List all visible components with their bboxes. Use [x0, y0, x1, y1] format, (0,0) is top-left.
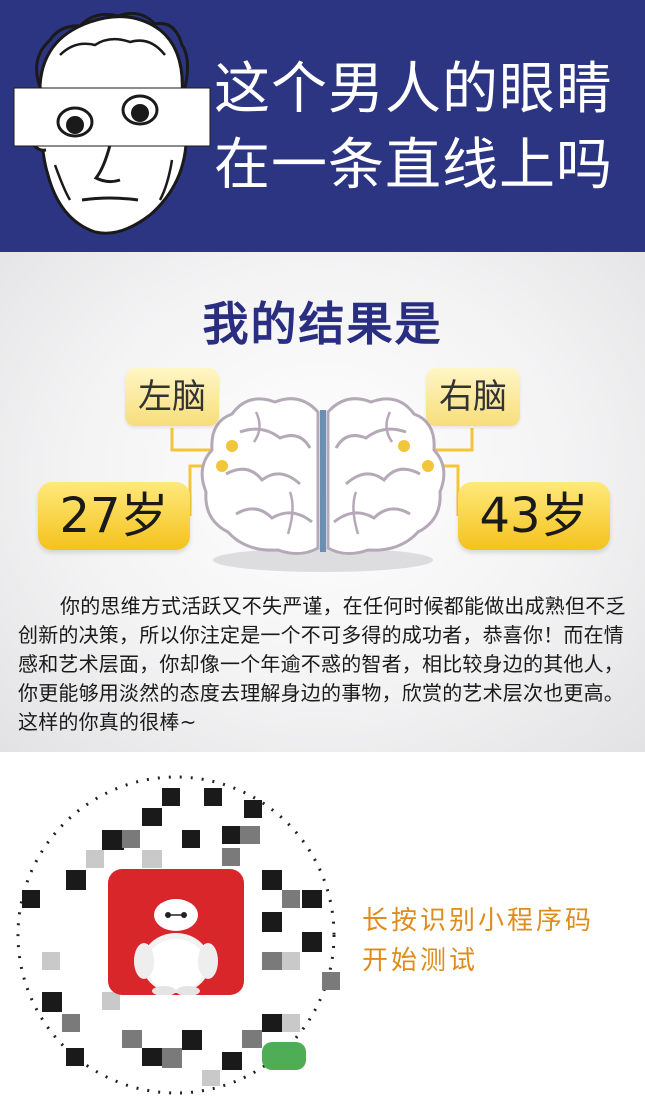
qr-instruction-line-1: 长按识别小程序码: [362, 900, 594, 937]
mini-program-code-section[interactable]: 长按识别小程序码 开始测试: [0, 752, 645, 1105]
title-line-1: 这个男人的眼睛: [214, 62, 613, 118]
header-banner: 这个男人的眼睛 在一条直线上吗: [0, 0, 645, 252]
app-logo-icon: [108, 869, 244, 995]
left-brain-label: 左脑: [125, 368, 219, 426]
left-brain-age: 27岁: [38, 482, 190, 550]
right-brain-label: 右脑: [426, 368, 520, 426]
title-line-2: 在一条直线上吗: [214, 138, 613, 194]
robot-mascot-icon: [108, 869, 244, 995]
right-brain-age: 43岁: [458, 482, 610, 550]
face-illustration: [0, 0, 230, 252]
result-description: 你的思维方式活跃又不失严谨，在任何时候都能做出成熟但不乏创新的决策，所以你注定是…: [18, 592, 630, 737]
qr-instruction-line-2: 开始测试: [362, 940, 478, 977]
result-section: 我的结果是 左脑 右脑 27岁 43岁 你的思维方式活跃又不失: [0, 252, 645, 752]
